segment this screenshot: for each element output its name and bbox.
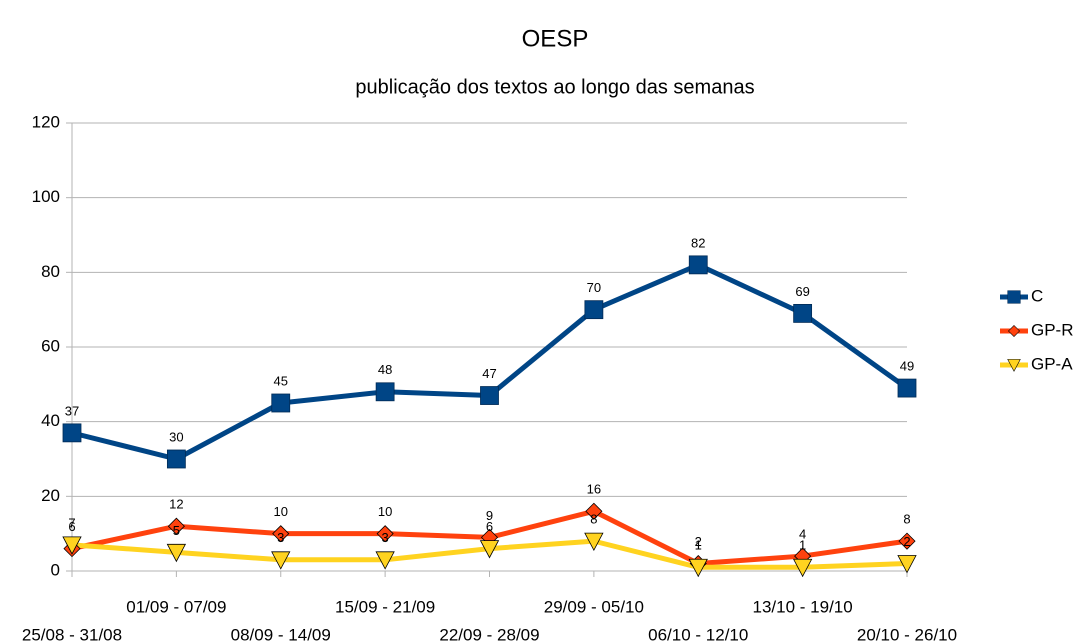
y-tick-label: 40 (41, 411, 60, 430)
point (897, 378, 917, 398)
data-label: 1 (695, 538, 702, 553)
data-label: 45 (274, 373, 288, 388)
x-tick-label: 01/09 - 07/09 (126, 597, 226, 616)
legend-label: GP-A (1031, 354, 1073, 373)
data-label: 48 (378, 362, 392, 377)
point (167, 517, 185, 535)
data-label: 12 (169, 497, 183, 512)
y-tick-label: 60 (41, 336, 60, 355)
data-label: 6 (68, 519, 75, 534)
data-label: 9 (486, 508, 493, 523)
data-label: 6 (486, 519, 493, 534)
series-line (71, 262, 909, 462)
data-label: 8 (903, 512, 910, 527)
y-tick-label: 0 (51, 560, 60, 579)
data-label: 2 (903, 534, 910, 549)
y-tick-label: 100 (32, 187, 60, 206)
data-label: 10 (378, 504, 392, 519)
point (479, 540, 500, 559)
data-label: 1 (799, 538, 806, 553)
point (166, 543, 187, 563)
point (792, 558, 813, 578)
y-tick-label: 120 (32, 112, 60, 131)
x-tick-label: 29/09 - 05/10 (544, 597, 644, 616)
point (272, 525, 290, 543)
point (793, 303, 813, 323)
data-label: 49 (900, 359, 914, 374)
point (688, 255, 708, 275)
data-label: 7 (68, 515, 75, 530)
point (376, 525, 394, 543)
point (62, 536, 82, 555)
chart-subtitle: publicação dos textos ao longo das seman… (355, 76, 754, 98)
point (375, 551, 395, 570)
legend-marker (1008, 325, 1020, 337)
chart-title: OESP (522, 25, 589, 52)
data-label: 3 (382, 530, 389, 545)
data-label: 10 (274, 504, 288, 519)
x-tick-label: 06/10 - 12/10 (648, 625, 748, 644)
point (585, 502, 603, 520)
point (166, 449, 186, 469)
legend-label: GP-R (1031, 320, 1074, 339)
point (62, 423, 82, 443)
point (480, 386, 499, 405)
data-label: 3 (277, 530, 284, 545)
data-label: 47 (482, 366, 496, 381)
data-label: 70 (587, 280, 601, 295)
point (271, 551, 291, 570)
legend-label: C (1031, 286, 1043, 305)
data-label: 5 (173, 523, 180, 538)
data-label: 16 (587, 482, 601, 497)
legend-marker (1007, 290, 1021, 304)
point (271, 393, 291, 413)
data-label: 2 (695, 534, 702, 549)
point (584, 532, 604, 551)
x-tick-label: 08/09 - 14/09 (231, 625, 331, 644)
x-tick-label: 22/09 - 28/09 (439, 625, 539, 644)
y-tick-label: 80 (41, 262, 60, 281)
data-label: 8 (590, 512, 597, 527)
point (898, 532, 916, 550)
data-label: 69 (795, 284, 809, 299)
point (897, 555, 917, 574)
data-label: 37 (65, 403, 79, 418)
data-label: 4 (799, 527, 806, 542)
point (584, 300, 604, 320)
x-tick-label: 25/08 - 31/08 (22, 625, 122, 644)
legend-marker (1007, 359, 1021, 372)
x-tick-label: 20/10 - 26/10 (857, 625, 957, 644)
x-tick-label: 13/10 - 19/10 (753, 597, 853, 616)
data-label: 30 (169, 429, 183, 444)
point (688, 558, 708, 578)
y-tick-label: 20 (41, 486, 60, 505)
data-label: 82 (691, 235, 705, 250)
point (375, 382, 395, 402)
x-tick-label: 15/09 - 21/09 (335, 597, 435, 616)
